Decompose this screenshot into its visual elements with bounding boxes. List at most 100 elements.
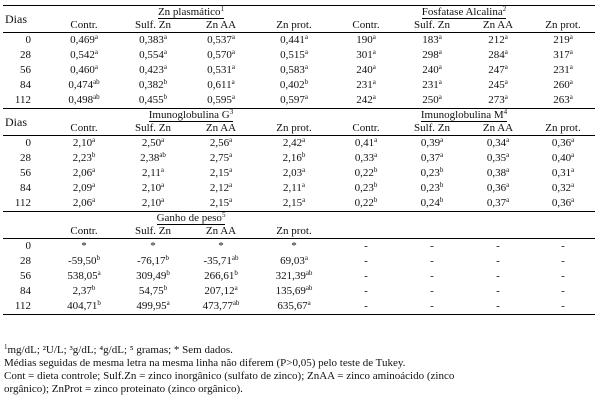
significance-letter: b bbox=[301, 151, 306, 159]
value-cell: 635,67a bbox=[277, 299, 311, 313]
significance-letter: a bbox=[92, 136, 96, 144]
day-cell: 112 bbox=[14, 300, 31, 312]
dias-header: Dias bbox=[3, 5, 49, 33]
results-table: Dias Zn plasmático1 Fosfatase Alcalina2 … bbox=[3, 5, 596, 315]
value-cell: 0,34a bbox=[486, 136, 510, 150]
col-header: Zn AA bbox=[482, 122, 514, 134]
significance-letter: a bbox=[374, 136, 378, 144]
value-cell: 538,05a bbox=[67, 269, 101, 283]
value-cell: 0,611a bbox=[207, 78, 235, 92]
value-cell: 0,597a bbox=[280, 93, 308, 107]
value-cell: 183a bbox=[422, 33, 442, 47]
col-header: Zn AA bbox=[205, 225, 237, 237]
value-cell: 0,474ab bbox=[68, 78, 100, 92]
significance-letter: a bbox=[163, 48, 167, 56]
value-cell: 0,38a bbox=[486, 166, 510, 180]
significance-letter: b bbox=[304, 78, 309, 86]
value-cell: 0,382b bbox=[138, 78, 168, 92]
value-cell: 0,33a bbox=[354, 151, 378, 165]
significance-letter: a bbox=[163, 33, 167, 41]
value-cell: 0,455b bbox=[138, 93, 168, 107]
significance-letter: a bbox=[304, 33, 308, 41]
col-header: Zn prot. bbox=[545, 19, 581, 31]
day-cell: 56 bbox=[20, 64, 31, 76]
day-cell: 28 bbox=[20, 152, 31, 164]
significance-letter: a bbox=[374, 151, 378, 159]
value-cell: 317a bbox=[553, 48, 573, 62]
col-header: Zn AA bbox=[205, 19, 237, 31]
significance-letter: a bbox=[569, 33, 573, 41]
value-cell: 231a bbox=[553, 63, 573, 77]
day-cell: 28 bbox=[20, 49, 31, 61]
value-cell: - bbox=[430, 300, 434, 312]
value-cell: 0,383a bbox=[139, 33, 167, 47]
value-cell: 0,441a bbox=[280, 33, 308, 47]
significance-letter: b bbox=[163, 284, 168, 292]
significance-letter: a bbox=[302, 136, 306, 144]
value-cell: 473,77ab bbox=[202, 299, 240, 313]
significance-letter: a bbox=[372, 33, 376, 41]
value-cell: 321,39ab bbox=[275, 269, 313, 283]
significance-letter: a bbox=[160, 166, 164, 174]
legend-line-2: orgânico); ZnProt = zinco proteinato (zi… bbox=[4, 383, 243, 395]
col-header: Zn AA bbox=[482, 19, 514, 31]
value-cell: 219a bbox=[553, 33, 573, 47]
significance-letter: a bbox=[229, 181, 233, 189]
value-cell: - bbox=[430, 240, 434, 252]
significance-letter: a bbox=[438, 63, 442, 71]
table-row: 84 2,37b 54,75b 207,12a 135,69ab - - - - bbox=[3, 284, 595, 299]
value-cell: 2,09a bbox=[72, 181, 96, 195]
significance-letter: b bbox=[91, 151, 96, 159]
value-cell: 0,460a bbox=[70, 63, 98, 77]
significance-letter: a bbox=[569, 48, 573, 56]
day-cell: 0 bbox=[25, 240, 32, 252]
units-footnote: 1mg/dL; ²U/L; ³g/dL; ⁴g/dL; ⁵ gramas; * … bbox=[4, 343, 233, 357]
value-cell: - bbox=[561, 255, 565, 267]
value-cell: 298a bbox=[422, 48, 442, 62]
value-cell: - bbox=[496, 285, 500, 297]
significance-letter: a bbox=[504, 63, 508, 71]
significance-letter: a bbox=[571, 181, 575, 189]
value-cell: 0,531a bbox=[207, 63, 235, 77]
col-header: Contr. bbox=[70, 122, 98, 134]
value-cell: 0,570a bbox=[207, 48, 235, 62]
significance-letter: a bbox=[94, 48, 98, 56]
value-cell: * bbox=[81, 240, 87, 252]
significance-letter: b bbox=[234, 269, 238, 277]
significance-letter: a bbox=[161, 136, 165, 144]
value-cell: - bbox=[561, 285, 565, 297]
significance-letter: a bbox=[304, 48, 308, 56]
value-cell: - bbox=[364, 240, 368, 252]
value-cell: 2,10a bbox=[72, 136, 96, 150]
value-cell: 499,95a bbox=[136, 299, 170, 313]
significance-letter: a bbox=[229, 136, 233, 144]
block3-subheader: Contr. Sulf. Zn Zn AA Zn prot. bbox=[3, 225, 596, 239]
significance-letter: a bbox=[231, 48, 235, 56]
zn-plasmatico-header: Zn plasmático1 bbox=[157, 5, 225, 19]
value-cell: 207,12a bbox=[204, 284, 238, 298]
day-cell: 28 bbox=[20, 255, 31, 267]
value-cell: 2,23b bbox=[72, 151, 96, 165]
value-cell: 0,40a bbox=[551, 151, 575, 165]
significance-letter: a bbox=[229, 196, 233, 204]
col-header: Sulf. Zn bbox=[134, 19, 172, 31]
significance-letter: a bbox=[231, 33, 235, 41]
significance-letter: a bbox=[231, 93, 235, 101]
value-cell: 273a bbox=[488, 93, 508, 107]
col-header: Zn prot. bbox=[545, 122, 581, 134]
value-cell: 190a bbox=[356, 33, 376, 47]
significance-letter: a bbox=[571, 166, 575, 174]
significance-letter: a bbox=[302, 196, 306, 204]
table-row: 112 404,71b 499,95a 473,77ab 635,67a - - - - bbox=[3, 299, 596, 315]
value-cell: 0,498ab bbox=[68, 93, 100, 107]
value-cell: 260a bbox=[553, 78, 573, 92]
col-header: Contr. bbox=[352, 19, 380, 31]
significance-letter: a bbox=[504, 93, 508, 101]
table-row: 28 -59,50b -76,17b -35,71ab 69,03a - - - - bbox=[3, 254, 595, 269]
significance-letter: a bbox=[301, 181, 305, 189]
col-header: Zn AA bbox=[205, 122, 237, 134]
significance-letter: b bbox=[439, 181, 444, 189]
value-cell: - bbox=[430, 255, 434, 267]
value-cell: 2,15a bbox=[282, 196, 306, 210]
significance-letter: a bbox=[161, 196, 165, 204]
